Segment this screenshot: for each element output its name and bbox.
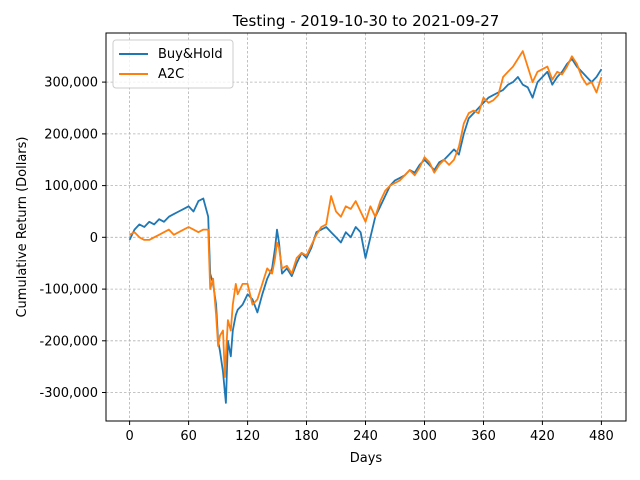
legend: Buy&Hold A2C [112, 39, 234, 89]
x-tick-label: 300 [412, 429, 437, 444]
y-tick-label: -200,000 [40, 334, 98, 349]
legend-label-a2c: A2C [158, 67, 184, 82]
x-tick-label: 120 [235, 429, 260, 444]
series-line-a2c [129, 50, 603, 378]
x-tick-label: 0 [125, 429, 133, 444]
x-tick-label: 480 [589, 429, 614, 444]
x-tick-label: 240 [353, 429, 378, 444]
y-tick-label: 200,000 [44, 127, 98, 142]
y-tick-label: 100,000 [44, 179, 98, 194]
y-axis-label: Cumulative Return (Dollars) [15, 136, 30, 317]
y-tick-label: -100,000 [40, 283, 98, 298]
y-tick-label: 300,000 [44, 76, 98, 91]
legend-label-buy-and-hold: Buy&Hold [158, 47, 223, 62]
x-tick-label: 420 [530, 429, 555, 444]
x-axis-ticks: 0 60 120 180 240 300 360 420 480 [125, 421, 614, 444]
x-axis-label: Days [350, 451, 383, 466]
grid [106, 33, 626, 421]
x-tick-label: 180 [294, 429, 319, 444]
y-tick-label: 0 [90, 231, 98, 246]
chart-title: Testing - 2019-10-30 to 2021-09-27 [232, 12, 500, 30]
series-lines [128, 50, 603, 404]
x-tick-label: 60 [180, 429, 197, 444]
legend-box [112, 39, 234, 89]
x-tick-label: 360 [471, 429, 496, 444]
plot-frame [105, 32, 627, 422]
y-tick-label: -300,000 [40, 386, 98, 401]
series-line-buy-and-hold [128, 58, 603, 404]
y-axis-ticks: -300,000 -200,000 -100,000 0 100,000 200,000 3… [40, 76, 106, 401]
